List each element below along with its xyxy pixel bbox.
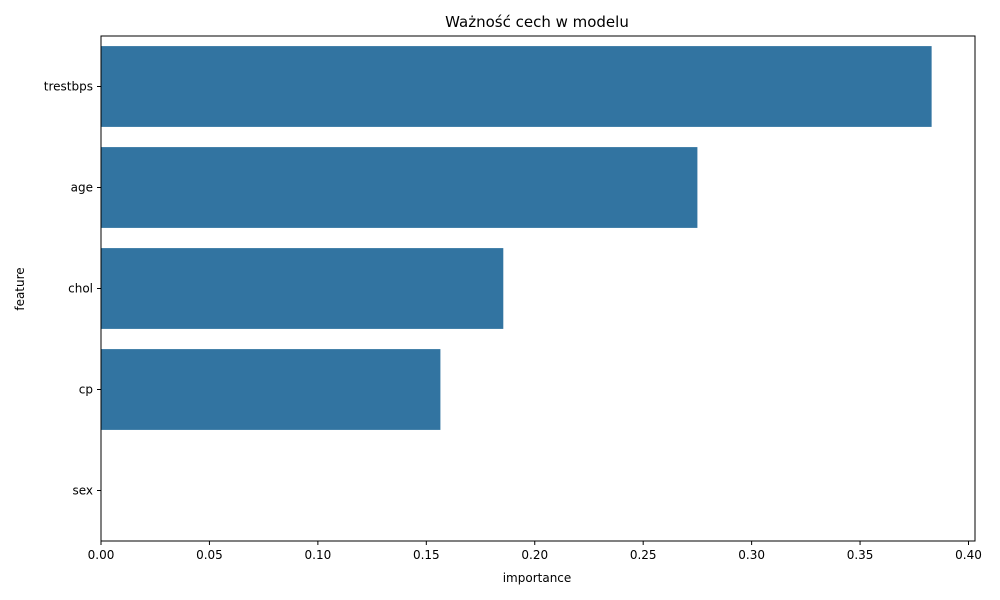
bars-group	[101, 46, 932, 430]
x-tick-label: 0.20	[521, 548, 548, 562]
x-axis-label: importance	[503, 571, 572, 585]
x-tick-label: 0.25	[630, 548, 657, 562]
y-tick-label: chol	[68, 282, 93, 296]
x-tick-label: 0.30	[738, 548, 765, 562]
x-tick-label: 0.05	[196, 548, 223, 562]
y-tick-label: age	[71, 181, 93, 195]
x-tick-label: 0.15	[413, 548, 440, 562]
y-tick-label: cp	[79, 383, 93, 397]
bar-chol	[101, 248, 504, 329]
bar-trestbps	[101, 46, 932, 127]
y-axis-label: feature	[13, 267, 27, 310]
x-tick-label: 0.10	[305, 548, 332, 562]
x-tick-label: 0.40	[955, 548, 982, 562]
chart-title: Ważność cech w modelu	[445, 13, 629, 31]
x-tick-label: 0.00	[88, 548, 115, 562]
y-axis-ticks: trestbps age chol cp sex	[44, 80, 101, 498]
y-tick-label: sex	[72, 484, 93, 498]
x-axis-ticks: 0.00 0.05 0.10 0.15 0.20 0.25 0.30 0.35 0.40	[88, 541, 982, 562]
y-tick-label: trestbps	[44, 80, 93, 94]
x-tick-label: 0.35	[847, 548, 874, 562]
bar-cp	[101, 349, 441, 430]
bar-age	[101, 147, 698, 228]
